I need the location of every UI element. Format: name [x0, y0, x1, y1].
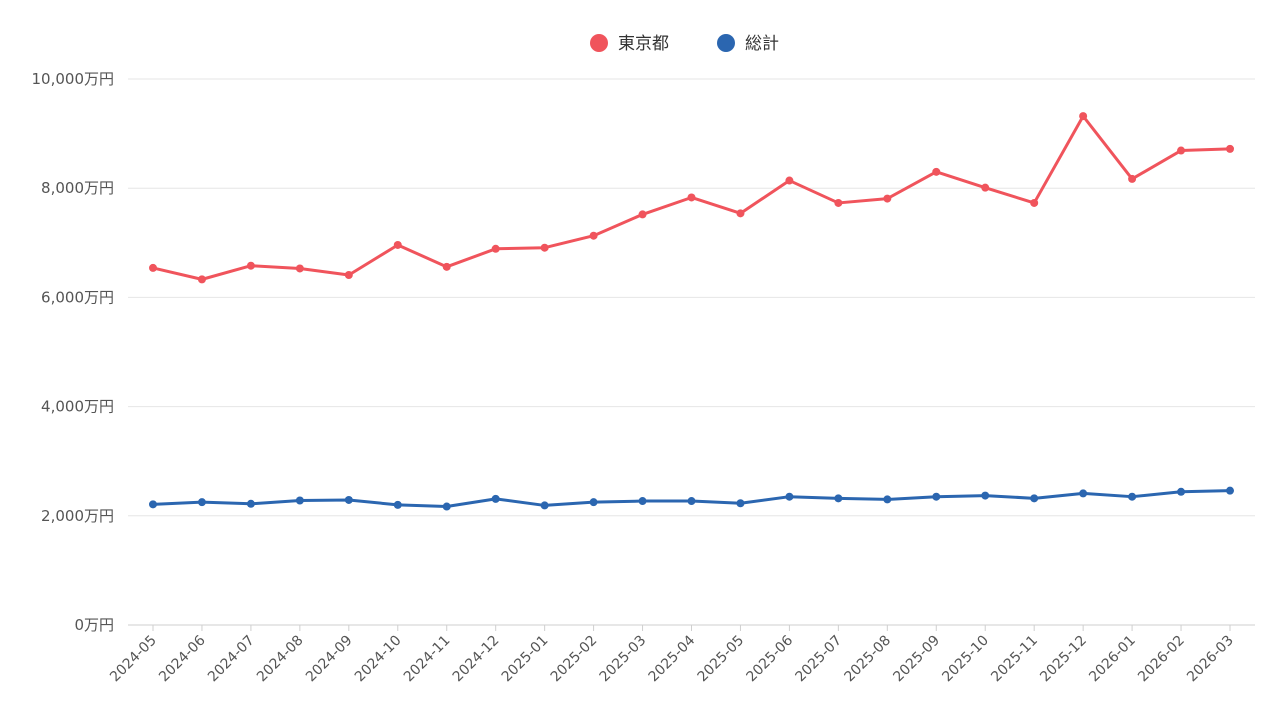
- series-0-point[interactable]: [197, 275, 206, 284]
- x-axis: 2024-052024-062024-072024-082024-092024-…: [107, 625, 1237, 685]
- series-0-point[interactable]: [344, 271, 353, 280]
- series-0-point[interactable]: [246, 261, 255, 270]
- series-1-point[interactable]: [1226, 486, 1234, 495]
- x-tick-label: 2025-05: [695, 633, 748, 686]
- x-tick-label: 2024-05: [107, 633, 160, 686]
- y-tick-label: 4,000万円: [41, 398, 114, 416]
- series-1-point[interactable]: [540, 501, 549, 510]
- x-tick-label: 2024-10: [352, 633, 405, 686]
- series-0-point[interactable]: [687, 193, 696, 202]
- series-0-point[interactable]: [1079, 112, 1088, 121]
- series-0-point[interactable]: [1177, 146, 1186, 155]
- series-1-point[interactable]: [149, 500, 157, 509]
- series-0-point[interactable]: [491, 244, 500, 253]
- legend-item-0[interactable]: 東京都: [590, 34, 669, 54]
- legend-item-1[interactable]: 総計: [717, 34, 779, 54]
- series-0-point[interactable]: [1128, 174, 1137, 183]
- series-1-point[interactable]: [883, 495, 892, 504]
- legend: 東京都 総計: [590, 34, 779, 54]
- series-0-point[interactable]: [834, 198, 843, 207]
- series-0-point[interactable]: [442, 262, 451, 271]
- series-1-point[interactable]: [1177, 487, 1186, 496]
- x-tick-label: 2025-08: [841, 633, 894, 686]
- series-0-point[interactable]: [149, 263, 157, 272]
- x-tick-label: 2025-10: [939, 633, 992, 686]
- series-1-point[interactable]: [1128, 492, 1137, 501]
- series-1-point[interactable]: [344, 495, 353, 504]
- series-0-point[interactable]: [981, 183, 990, 192]
- x-tick-label: 2025-06: [744, 632, 797, 685]
- series-0-point[interactable]: [295, 264, 304, 273]
- legend-label: 総計: [745, 34, 779, 54]
- x-tick-label: 2024-06: [156, 632, 209, 685]
- series-0-point[interactable]: [1030, 198, 1039, 207]
- y-tick-label: 6,000万円: [41, 288, 114, 306]
- series-0-point[interactable]: [540, 243, 549, 252]
- series-0-point[interactable]: [589, 231, 598, 240]
- x-tick-label: 2025-04: [646, 632, 699, 685]
- series-layer: [149, 112, 1234, 511]
- series-0-point[interactable]: [736, 209, 745, 218]
- x-tick-label: 2024-12: [450, 633, 503, 686]
- x-tick-label: 2025-03: [597, 633, 650, 686]
- series-0-point[interactable]: [932, 167, 941, 176]
- series-0-point[interactable]: [638, 210, 647, 219]
- series-0-point[interactable]: [883, 194, 892, 203]
- x-tick-label: 2025-01: [499, 633, 552, 686]
- series-1-point[interactable]: [736, 499, 745, 508]
- x-tick-label: 2024-09: [303, 633, 356, 686]
- x-tick-label: 2026-02: [1135, 633, 1188, 686]
- x-tick-label: 2025-02: [548, 633, 601, 686]
- y-tick-label: 8,000万円: [41, 179, 114, 197]
- x-tick-label: 2026-03: [1184, 633, 1237, 686]
- series-1-point[interactable]: [1079, 489, 1088, 498]
- series-1-point[interactable]: [589, 498, 598, 507]
- y-tick-label: 2,000万円: [41, 507, 114, 525]
- grid-lines: [128, 78, 1255, 626]
- legend-swatch: [590, 34, 608, 52]
- series-1-point[interactable]: [785, 492, 794, 501]
- x-tick-label: 2024-08: [254, 633, 307, 686]
- series-0-point[interactable]: [1226, 144, 1234, 153]
- series-0-point[interactable]: [393, 240, 402, 249]
- series-1-point[interactable]: [246, 499, 255, 508]
- x-tick-label: 2025-09: [890, 633, 943, 686]
- series-1-point[interactable]: [393, 500, 402, 509]
- x-tick-label: 2026-01: [1086, 633, 1139, 686]
- series-1-point[interactable]: [687, 497, 696, 506]
- x-tick-label: 2025-07: [793, 633, 846, 686]
- series-1-point[interactable]: [834, 494, 843, 503]
- legend-label: 東京都: [618, 34, 669, 54]
- x-tick-label: 2025-11: [988, 633, 1041, 686]
- series-1-point[interactable]: [295, 496, 304, 505]
- series-1-point[interactable]: [932, 492, 941, 501]
- series-1-point[interactable]: [638, 497, 647, 506]
- series-1-point[interactable]: [1030, 494, 1039, 503]
- series-0-point[interactable]: [785, 176, 794, 185]
- x-tick-label: 2024-11: [401, 633, 454, 686]
- x-tick-label: 2025-12: [1037, 633, 1090, 686]
- y-tick-label: 0万円: [74, 616, 114, 634]
- y-tick-label: 10,000万円: [32, 70, 115, 88]
- x-tick-label: 2024-07: [205, 633, 258, 686]
- series-1-point[interactable]: [442, 502, 451, 511]
- series-1-point[interactable]: [491, 494, 500, 503]
- y-axis: 0万円 2,000万円 4,000万円 6,000万円 8,000万円 10,000万円: [32, 70, 115, 634]
- legend-swatch: [717, 34, 735, 52]
- series-1-point[interactable]: [981, 491, 990, 500]
- series-1-point[interactable]: [197, 498, 206, 507]
